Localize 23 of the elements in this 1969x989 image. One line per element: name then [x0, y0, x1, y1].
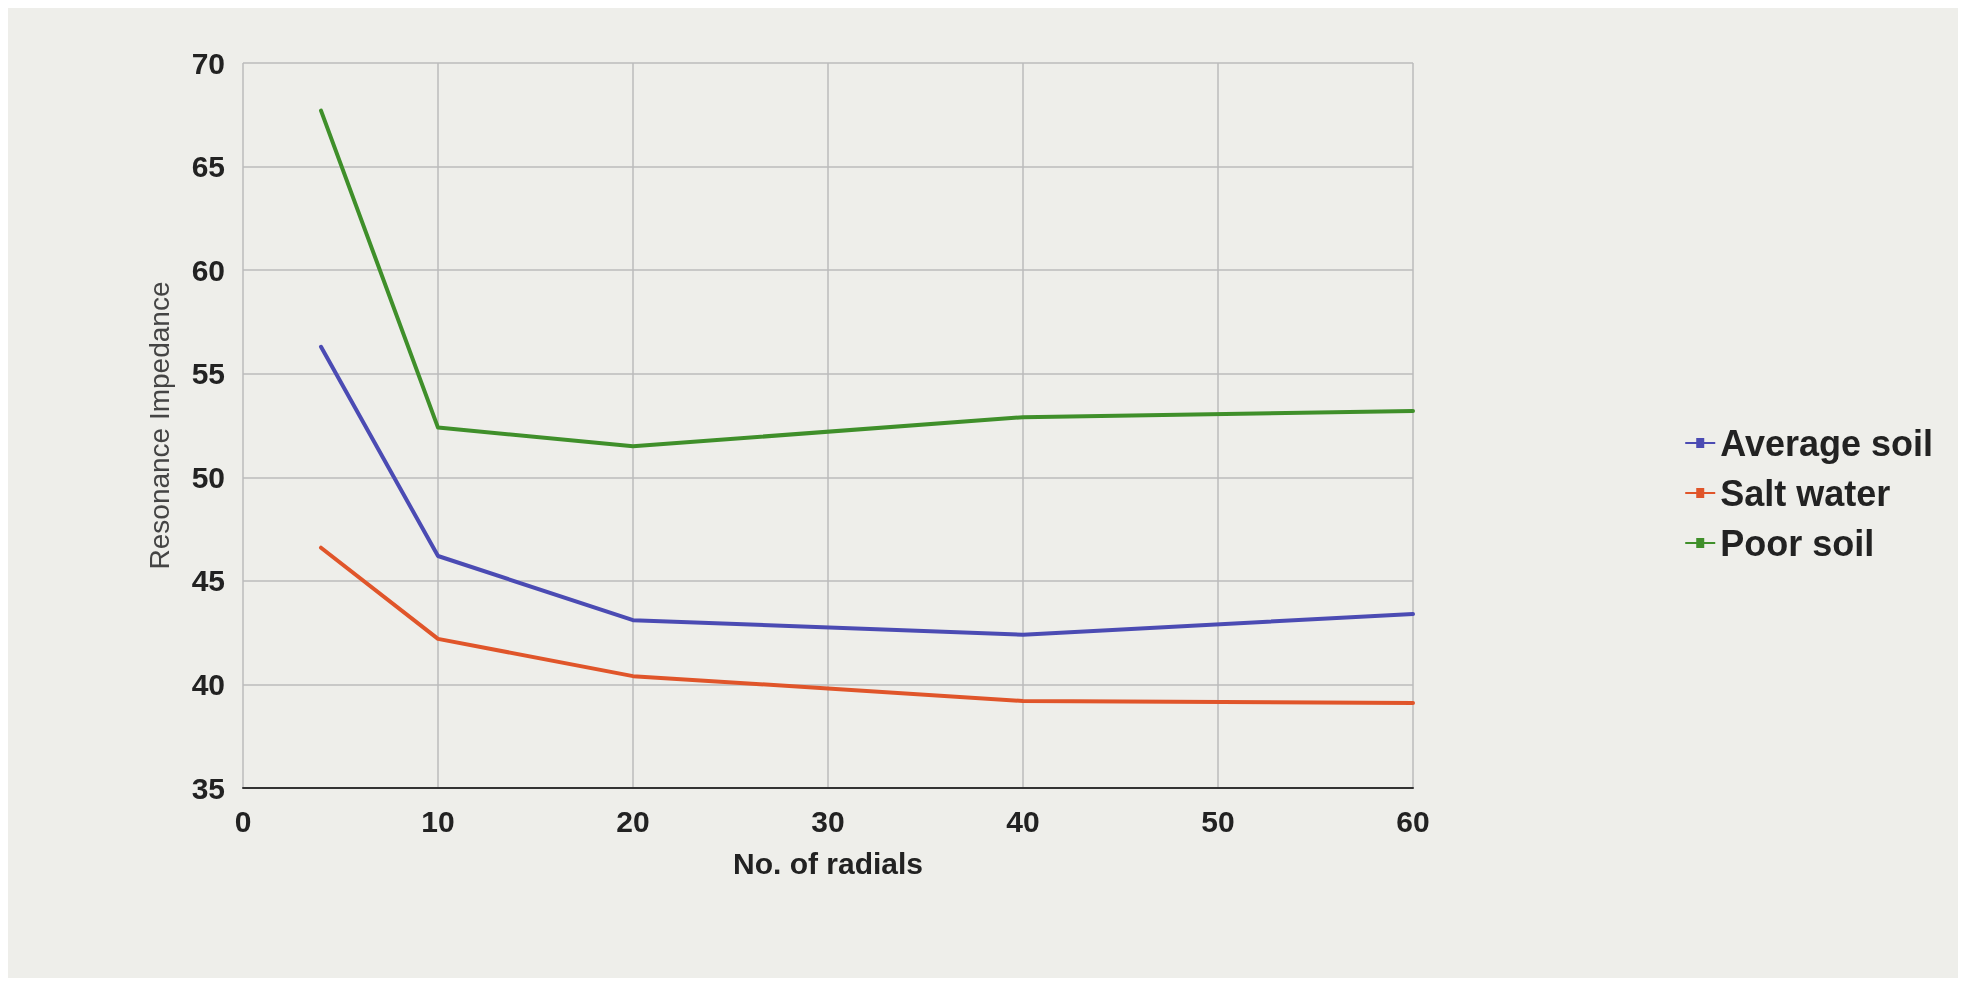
- line-series: [319, 545, 1415, 706]
- x-tick-label: 10: [421, 804, 455, 838]
- x-tick-label: 60: [1396, 804, 1430, 838]
- line-series: [319, 108, 1415, 449]
- y-tick-label: 40: [191, 667, 225, 701]
- y-tick-label: 50: [191, 460, 225, 494]
- y-tick-label: 55: [191, 357, 225, 391]
- x-tick-label: 20: [616, 804, 650, 838]
- y-tick-label: 60: [191, 253, 225, 287]
- y-tick-label: 65: [191, 150, 225, 184]
- y-tick-label: 45: [191, 564, 225, 598]
- y-tick-label: 70: [191, 46, 225, 80]
- x-tick-label: 50: [1201, 804, 1235, 838]
- x-tick-label: 40: [1006, 804, 1040, 838]
- line-series: [319, 344, 1415, 637]
- x-tick-label: 0: [234, 804, 252, 838]
- x-tick-label: 30: [811, 804, 845, 838]
- legend-label: Salt water: [1720, 472, 1891, 514]
- legend-label: Average soil: [1720, 422, 1933, 464]
- y-axis-title: Resonance Impedance: [143, 281, 175, 570]
- legend-label: Poor soil: [1720, 522, 1875, 564]
- y-tick-label: 35: [191, 771, 225, 805]
- x-axis-title: No. of radials: [732, 846, 924, 880]
